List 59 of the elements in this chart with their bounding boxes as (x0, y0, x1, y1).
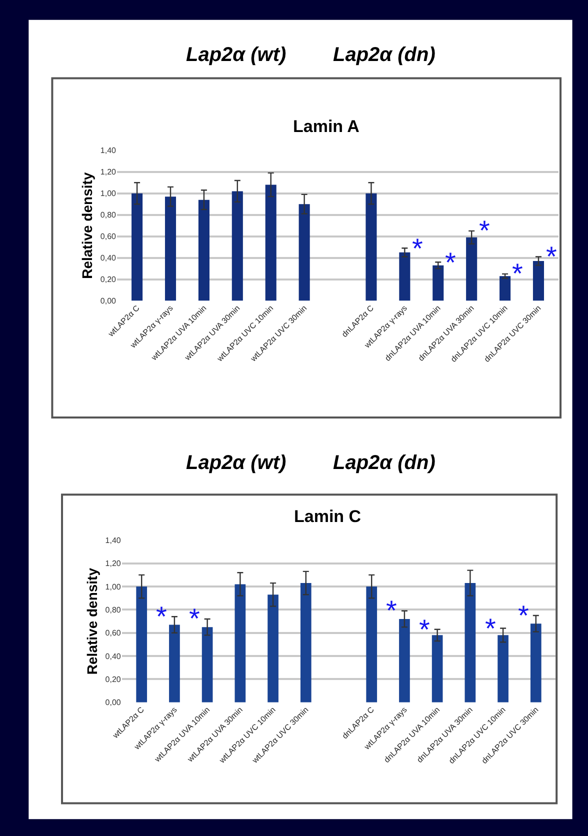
bar (164, 196, 176, 301)
y-axis-title: Relative density (84, 568, 100, 675)
data-label: * (479, 215, 490, 246)
bar (198, 200, 210, 301)
bar (202, 627, 213, 702)
y-tick-label: 1,00 (105, 582, 122, 592)
data-label: * (445, 247, 456, 278)
y-tick-label: 0,60 (100, 232, 117, 242)
data-label: * (386, 595, 397, 626)
text: Lap2α (wt) (186, 452, 287, 474)
bar (399, 618, 410, 702)
data-label: * (518, 600, 529, 631)
y-tick-label: 1,40 (105, 536, 122, 545)
bar (530, 624, 542, 702)
bar (366, 586, 378, 702)
y-tick-label: 0,40 (105, 652, 122, 661)
bar (532, 261, 544, 301)
y-tick-label: 1,20 (105, 559, 122, 568)
chart-title: Lamin C (294, 507, 362, 526)
chart-title: Lamin A (293, 117, 360, 136)
bar (300, 583, 312, 702)
bar (500, 276, 511, 301)
bar (169, 624, 180, 702)
text: Lap2α (wt) (186, 44, 287, 66)
bar (132, 193, 143, 301)
bar (432, 635, 443, 702)
y-tick-label: 0,80 (100, 210, 117, 220)
bar (136, 586, 148, 702)
bar (234, 584, 246, 702)
bar (399, 252, 410, 301)
y-axis-title: Relative density (79, 172, 95, 279)
bar (232, 191, 243, 301)
y-tick-label: 0,20 (105, 675, 122, 684)
bar (298, 204, 310, 301)
bar (432, 265, 444, 301)
bar (268, 594, 278, 702)
data-label: * (546, 241, 557, 272)
bar (366, 193, 377, 301)
y-tick-label: 1,40 (100, 146, 117, 156)
y-tick-label: 0,60 (105, 628, 122, 638)
y-tick-label: 0,40 (100, 254, 117, 263)
text: Lap2α (dn) (333, 452, 436, 474)
data-label: * (485, 613, 496, 644)
bar (466, 237, 478, 301)
bar (265, 184, 276, 301)
y-tick-label: 1,20 (100, 168, 117, 177)
y-tick-label: 0,00 (100, 296, 117, 306)
text: Lap2α (dn) (333, 44, 436, 66)
y-tick-label: 0,80 (105, 605, 122, 614)
bar (498, 635, 508, 702)
y-tick-label: 0,00 (105, 698, 122, 708)
data-label: * (156, 601, 167, 632)
data-label: * (412, 233, 423, 264)
data-label: * (189, 603, 200, 634)
bar (464, 583, 476, 702)
y-tick-label: 1,00 (100, 189, 117, 198)
y-tick-label: 0,20 (100, 275, 117, 284)
data-label: * (419, 614, 430, 645)
data-label: * (512, 258, 523, 289)
